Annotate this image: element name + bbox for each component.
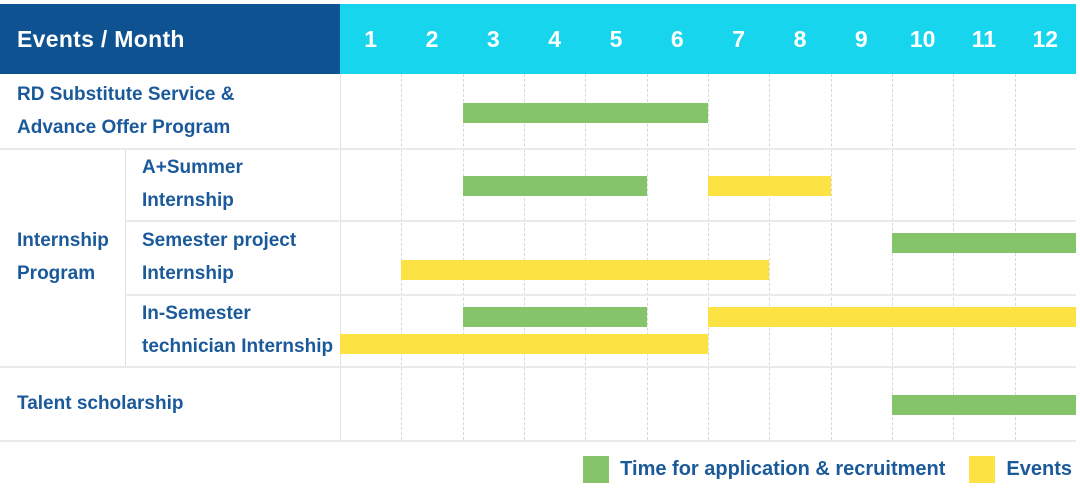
month-header-cell: 7 — [732, 25, 746, 52]
column-divider-line — [340, 74, 341, 440]
month-grid-line — [708, 74, 709, 440]
month-header-cell: 3 — [486, 25, 500, 52]
month-header-cell: 2 — [425, 25, 439, 52]
month-grid-line — [585, 74, 586, 440]
header-events-month-cell: Events / Month — [0, 4, 340, 74]
month-header-cell: 12 — [1032, 25, 1059, 52]
month-grid-line — [463, 74, 464, 440]
legend-label: Time for application & recruitment — [620, 457, 946, 480]
gantt-bar-green — [462, 307, 647, 327]
row-divider-line — [0, 440, 1076, 442]
row-divider-line — [125, 294, 1076, 296]
month-grid-line — [892, 74, 893, 440]
month-grid-line — [1015, 74, 1016, 440]
row-chart-area — [340, 220, 1076, 294]
month-grid-line — [401, 74, 402, 440]
month-header-cell: 11 — [971, 25, 997, 52]
month-grid-line — [769, 74, 770, 440]
row-divider-line — [0, 366, 1076, 368]
gantt-bar-yellow — [708, 307, 1076, 327]
row-label-line: RD Substitute Service & — [17, 84, 235, 105]
row-divider-line — [125, 220, 1076, 222]
month-header-cell: 10 — [909, 25, 936, 52]
gantt-bar-green — [462, 176, 647, 196]
month-header-cell: 8 — [793, 25, 807, 52]
legend-label: Events — [1006, 457, 1072, 480]
month-header-cell: 6 — [670, 25, 684, 52]
row-chart-area — [340, 74, 1076, 148]
month-grid-line — [831, 74, 832, 440]
row-label: In-Semester technician Internship — [125, 294, 340, 366]
row-label: RD Substitute Service & Advance Offer Pro… — [0, 74, 340, 148]
row-label-line: Semester project — [142, 230, 297, 251]
legend-swatch-green — [583, 455, 610, 483]
row-label-line: Internship — [142, 263, 234, 284]
row-label-line: A+Summer — [142, 157, 243, 178]
month-grid-line — [953, 74, 954, 440]
row-divider-line — [0, 148, 1076, 150]
month-grid-line — [524, 74, 525, 440]
group-label-line: Internship — [17, 230, 109, 251]
gantt-bar-green — [892, 395, 1076, 415]
row-label-line: In-Semester — [142, 303, 251, 324]
row-label-line: Advance Offer Program — [17, 117, 231, 138]
month-header-cell: 9 — [854, 25, 868, 52]
row-label-line: Internship — [142, 190, 234, 211]
row-label: A+Summer Internship — [125, 148, 340, 220]
month-header-cell: 4 — [548, 25, 562, 52]
legend: Time for application & recruitment Events — [583, 452, 1072, 486]
page-title: Events / Month — [17, 25, 185, 52]
month-header-row: 1 2 3 4 5 6 7 8 9 10 11 12 — [340, 4, 1076, 74]
group-label-line: Program — [17, 263, 96, 284]
column-divider-line — [125, 148, 126, 366]
gantt-bar-green — [892, 233, 1076, 253]
legend-swatch-yellow — [969, 455, 996, 483]
row-chart-area — [340, 294, 1076, 366]
gantt-bar-yellow — [708, 176, 831, 196]
row-label-line: technician Internship — [142, 336, 334, 357]
row-label-line: Talent scholarship — [17, 392, 184, 414]
gantt-bar-yellow — [401, 260, 770, 280]
gantt-bar-green — [462, 103, 708, 123]
month-header-cell: 5 — [609, 25, 623, 52]
row-chart-area — [340, 148, 1076, 220]
month-header-cell: 1 — [364, 25, 378, 52]
month-grid-line — [647, 74, 648, 440]
row-chart-area — [340, 366, 1076, 440]
group-label-internship-program: Internship Program — [0, 148, 125, 366]
row-label: Semester project Internship — [125, 220, 340, 294]
gantt-bar-yellow — [340, 334, 708, 354]
row-label: Talent scholarship — [0, 366, 340, 440]
